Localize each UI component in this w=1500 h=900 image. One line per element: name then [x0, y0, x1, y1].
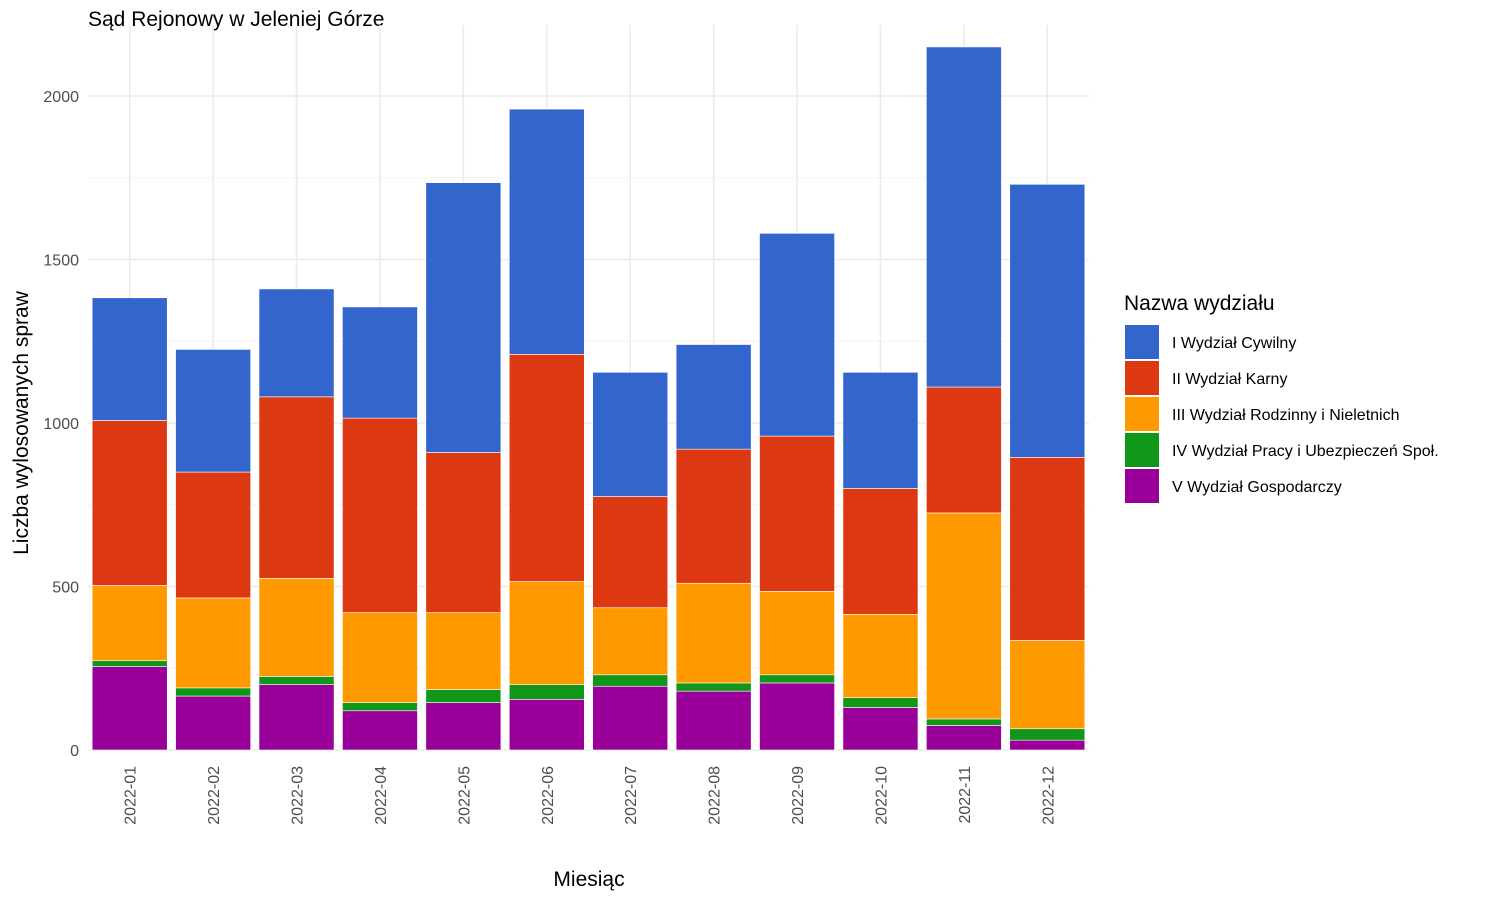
bar-segment-2022-11-s1 — [926, 718, 1002, 726]
legend-title: Nazwa wydziału — [1124, 292, 1275, 315]
bar-segment-2022-03-s3 — [258, 396, 335, 579]
bar-segment-2022-02-s1 — [175, 687, 251, 697]
bar-segment-2022-01-s1 — [91, 660, 168, 667]
bar-segment-2022-04-s1 — [342, 702, 418, 712]
bar-segment-2022-06-s0 — [508, 699, 585, 751]
bar-segment-2022-10-s0 — [842, 707, 919, 751]
x-tick-label-2022-04: 2022-04 — [373, 766, 390, 825]
bar-segment-2022-06-s3 — [508, 354, 585, 582]
x-tick-label-2022-11: 2022-11 — [957, 766, 974, 824]
bar-segment-2022-05-s3 — [425, 452, 502, 613]
bar-segment-2022-03-s1 — [258, 676, 335, 685]
bar-segment-2022-11-s4 — [926, 46, 1002, 388]
bar-segment-2022-12-s1 — [1009, 728, 1086, 741]
x-tick-label-2022-09: 2022-09 — [790, 766, 807, 825]
x-tick-label-2022-08: 2022-08 — [707, 766, 724, 825]
legend-swatch-2 — [1125, 397, 1159, 431]
legend-swatch-1 — [1125, 361, 1159, 395]
bar-segment-2022-08-s4 — [675, 344, 752, 450]
x-tick-label-2022-02: 2022-02 — [206, 766, 223, 825]
bar-segment-2022-04-s4 — [342, 306, 418, 419]
legend-label-2: III Wydział Rodzinny i Nieletnich — [1172, 407, 1400, 424]
bar-segment-2022-07-s0 — [592, 685, 669, 751]
bar-segment-2022-09-s0 — [759, 682, 835, 751]
y-axis-ticks: 0 500 1000 1500 2000 — [43, 89, 79, 760]
bar-segment-2022-10-s4 — [842, 372, 919, 489]
bar-segment-2022-04-s3 — [342, 417, 418, 613]
bar-segment-2022-04-s2 — [342, 612, 418, 703]
bar-segment-2022-10-s2 — [842, 613, 919, 698]
legend-label-1: II Wydział Karny — [1172, 371, 1287, 388]
x-tick-label-2022-06: 2022-06 — [540, 766, 557, 825]
legend-swatch-4 — [1125, 469, 1159, 503]
legend-swatch-3 — [1125, 433, 1159, 467]
bar-segment-2022-03-s0 — [258, 684, 335, 751]
bar-segment-2022-09-s2 — [759, 591, 835, 676]
y-tick-label: 0 — [70, 743, 79, 760]
bar-segment-2022-08-s3 — [675, 448, 752, 584]
legend: I Wydział Cywilny II Wydział Karny III Wyd… — [1125, 325, 1439, 503]
bar-segment-2022-09-s3 — [759, 435, 835, 592]
bar-segment-2022-12-s0 — [1009, 739, 1086, 751]
bar-segment-2022-05-s1 — [425, 689, 502, 703]
bar-segment-2022-04-s0 — [342, 710, 418, 751]
bar-segment-2022-03-s2 — [258, 578, 335, 677]
bars — [91, 46, 1086, 751]
bar-segment-2022-11-s2 — [926, 512, 1002, 720]
bar-segment-2022-11-s0 — [926, 725, 1002, 751]
y-tick-label: 1000 — [43, 416, 79, 433]
bar-segment-2022-01-s0 — [91, 666, 168, 751]
bar-segment-2022-11-s3 — [926, 386, 1002, 514]
x-tick-label-2022-10: 2022-10 — [873, 766, 890, 825]
x-tick-label-2022-03: 2022-03 — [290, 766, 307, 825]
chart-title: Sąd Rejonowy w Jeleniej Górze — [88, 8, 384, 31]
x-tick-label-2022-12: 2022-12 — [1040, 766, 1057, 825]
bar-segment-2022-01-s4 — [91, 297, 168, 421]
bar-segment-2022-07-s3 — [592, 496, 669, 609]
bar-segment-2022-01-s3 — [91, 420, 168, 586]
bar-segment-2022-12-s2 — [1009, 640, 1086, 730]
bar-segment-2022-07-s4 — [592, 372, 669, 497]
legend-label-0: I Wydział Cywilny — [1172, 335, 1296, 352]
bar-segment-2022-03-s4 — [258, 288, 335, 398]
bar-segment-2022-08-s2 — [675, 582, 752, 684]
y-tick-label: 2000 — [43, 89, 79, 106]
y-tick-label: 1500 — [43, 253, 79, 270]
bar-segment-2022-08-s1 — [675, 682, 752, 692]
x-axis-title: Miesiąc — [553, 868, 624, 891]
x-axis-ticks: 2022-01 2022-02 2022-03 2022-04 2022-05 2022-… — [123, 766, 1058, 825]
y-tick-label: 500 — [52, 580, 79, 597]
y-axis-title: Liczba wylosowanych spraw — [10, 290, 33, 555]
bar-segment-2022-06-s4 — [508, 108, 585, 355]
bar-segment-2022-05-s0 — [425, 702, 502, 751]
bar-segment-2022-08-s0 — [675, 690, 752, 751]
x-tick-label-2022-07: 2022-07 — [623, 766, 640, 825]
bar-segment-2022-10-s3 — [842, 488, 919, 615]
bar-segment-2022-02-s3 — [175, 471, 251, 599]
bar-segment-2022-09-s1 — [759, 674, 835, 684]
bar-segment-2022-01-s2 — [91, 585, 168, 662]
bar-segment-2022-12-s3 — [1009, 457, 1086, 641]
legend-label-3: IV Wydział Pracy i Ubezpieczeń Społ. — [1172, 443, 1439, 460]
bar-segment-2022-02-s2 — [175, 597, 251, 689]
bar-segment-2022-09-s4 — [759, 233, 835, 437]
x-tick-label-2022-05: 2022-05 — [456, 766, 473, 825]
bar-segment-2022-06-s2 — [508, 581, 585, 685]
bar-segment-2022-02-s0 — [175, 695, 251, 751]
bar-segment-2022-10-s1 — [842, 697, 919, 708]
bar-segment-2022-02-s4 — [175, 349, 251, 473]
x-tick-label-2022-01: 2022-01 — [123, 766, 140, 825]
bar-segment-2022-07-s1 — [592, 674, 669, 687]
legend-swatch-0 — [1125, 325, 1159, 359]
bar-segment-2022-05-s4 — [425, 182, 502, 453]
bar-segment-2022-05-s2 — [425, 612, 502, 690]
bar-segment-2022-12-s4 — [1009, 183, 1086, 458]
bar-segment-2022-07-s2 — [592, 607, 669, 676]
legend-label-4: V Wydział Gospodarczy — [1172, 479, 1342, 496]
bar-segment-2022-06-s1 — [508, 684, 585, 700]
